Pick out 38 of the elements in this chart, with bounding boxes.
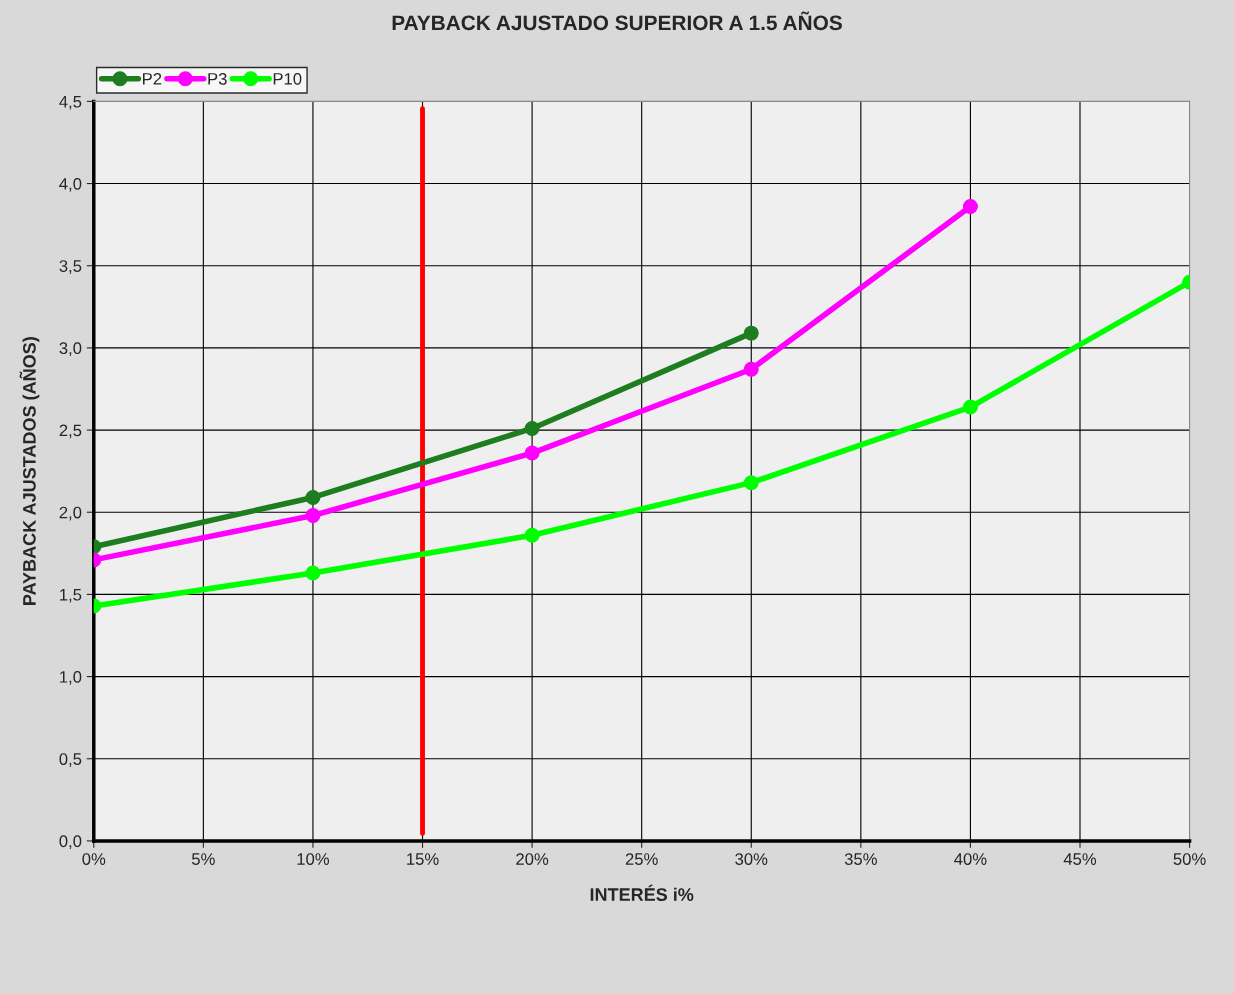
point — [305, 508, 321, 523]
y-tick-label: 0,5 — [59, 753, 82, 767]
x-tick-label: 5% — [191, 853, 215, 865]
y-tick-label: 4,0 — [59, 177, 82, 192]
y-tick-label: 2,0 — [59, 506, 82, 521]
point — [305, 565, 321, 581]
point — [305, 489, 321, 505]
x-tick-label: 35% — [844, 853, 877, 865]
y-tick-label: 1,0 — [60, 670, 82, 685]
y-tick-label: 0,0 — [59, 835, 82, 850]
x-axis-title: INTERÉS i% — [590, 884, 694, 901]
x-tick-label: 10% — [297, 853, 330, 865]
legend-label: P3 — [208, 72, 227, 85]
y-tick-label: 4,5 — [59, 95, 82, 110]
x-tick-label: 0% — [82, 853, 106, 865]
point — [962, 399, 978, 415]
y-tick-label: 2,5 — [59, 424, 82, 439]
x-tick-label: 15% — [407, 853, 439, 865]
point — [743, 361, 759, 377]
x-tick-label: 30% — [735, 853, 768, 865]
point — [962, 199, 978, 215]
x-tick-label: 50% — [1173, 853, 1206, 865]
x-tick-label: 45% — [1063, 853, 1097, 865]
legend-label: P2 — [143, 72, 162, 85]
legend-label: P10 — [273, 72, 302, 85]
point — [743, 325, 759, 341]
y-tick-label: 3,0 — [59, 342, 82, 357]
point — [524, 445, 540, 461]
y-tick-label: 1,5 — [60, 588, 82, 603]
point — [524, 420, 540, 436]
x-tick-label: 25% — [625, 853, 658, 865]
point — [743, 475, 759, 491]
point — [524, 527, 540, 543]
x-tick-label: 20% — [516, 853, 549, 865]
chart-title: PAYBACK AJUSTADO SUPERIOR A 1.5 AÑOS — [392, 11, 842, 31]
y-axis-title: PAYBACK AJUSTADOS (AÑOS) — [19, 337, 40, 605]
y-tick-label: 3,5 — [59, 260, 82, 274]
x-tick-label: 40% — [954, 853, 987, 865]
